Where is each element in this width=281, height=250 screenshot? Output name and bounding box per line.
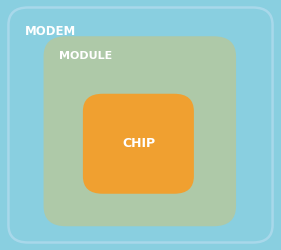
Text: CHIP: CHIP <box>122 137 155 150</box>
FancyBboxPatch shape <box>44 36 236 226</box>
Text: MODULE: MODULE <box>59 51 112 61</box>
FancyBboxPatch shape <box>8 8 273 242</box>
Text: MODEM: MODEM <box>25 25 76 38</box>
FancyBboxPatch shape <box>83 94 194 194</box>
